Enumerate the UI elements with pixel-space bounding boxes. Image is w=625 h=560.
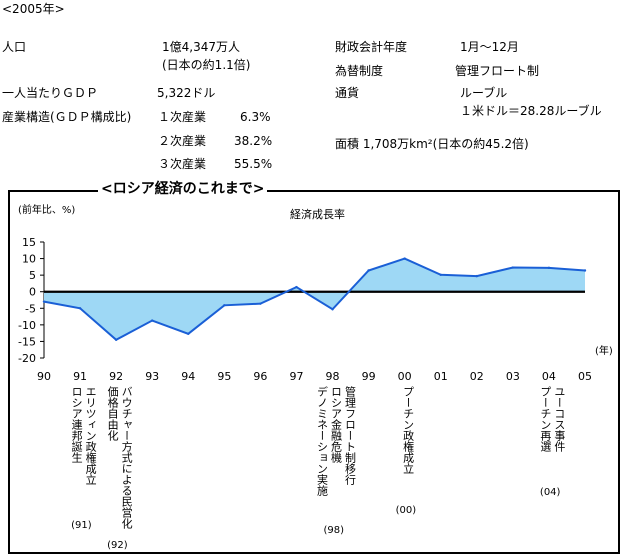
event-year: (92) bbox=[107, 540, 128, 551]
y-tick-label: -20 bbox=[18, 352, 36, 365]
event-year: (91) bbox=[71, 520, 92, 531]
data-point bbox=[403, 257, 406, 260]
data-point bbox=[367, 269, 370, 272]
event-text: プーチン再選 bbox=[538, 386, 552, 452]
chart-title: 経済成長率 bbox=[290, 207, 345, 221]
currency-value: ルーブル bbox=[460, 86, 508, 100]
population-compare: (日本の約1.1倍) bbox=[162, 58, 251, 72]
sector-name: １次産業 bbox=[158, 110, 207, 124]
data-point bbox=[42, 300, 46, 303]
y-tick-label: 15 bbox=[22, 236, 36, 249]
sector-value: 38.2% bbox=[234, 134, 273, 148]
data-point bbox=[295, 285, 298, 289]
x-tick-label: 00 bbox=[398, 370, 412, 383]
data-point bbox=[547, 266, 551, 270]
data-point bbox=[187, 332, 190, 336]
event-text: ユーコス事件 bbox=[552, 386, 566, 452]
y-tick-label: -15 bbox=[18, 335, 36, 348]
y-tick-label: 0 bbox=[29, 286, 36, 299]
y-tick-label: 5 bbox=[29, 269, 36, 282]
sector-value: 6.3% bbox=[240, 110, 271, 124]
data-point bbox=[583, 269, 587, 272]
data-point bbox=[511, 266, 515, 269]
event-text: 価格自由化 bbox=[106, 386, 120, 441]
data-point bbox=[475, 274, 478, 278]
sector-value: 55.5% bbox=[234, 157, 273, 171]
data-point bbox=[78, 307, 82, 310]
event-text: プーチン政権成立 bbox=[401, 386, 415, 474]
event-year: (04) bbox=[539, 487, 561, 498]
x-tick-label: 98 bbox=[326, 370, 340, 383]
event-text: ロシア連邦誕生 bbox=[70, 386, 84, 463]
data-point bbox=[259, 302, 262, 305]
x-tick-label: 05 bbox=[578, 370, 592, 383]
gdp-per-capita-value: 5,322ドル bbox=[157, 86, 216, 100]
event-text: ロシア金融危機 bbox=[329, 386, 343, 463]
event-text: エリツィン政権成立 bbox=[84, 386, 98, 485]
currency-label: 通貨 bbox=[335, 86, 360, 100]
x-tick-label: 95 bbox=[217, 370, 231, 383]
population-value: 1億4,347万人 bbox=[162, 40, 240, 54]
section-title: <ロシア経済のこれまで> bbox=[98, 180, 268, 198]
fx-label: 為替制度 bbox=[335, 64, 384, 78]
plot-area bbox=[42, 257, 587, 341]
x-tick-label: 92 bbox=[109, 370, 123, 383]
x-tick-label: 04 bbox=[542, 370, 556, 383]
year-note: <2005年> bbox=[2, 2, 65, 16]
x-tick-label: 94 bbox=[181, 370, 195, 383]
gdp-per-capita-label: 一人当たりＧＤＰ bbox=[2, 86, 99, 100]
x-tick-label: 01 bbox=[434, 370, 448, 383]
y-axis-ticks: 15 10 5 0 -5 -10 -15 -20 bbox=[18, 236, 45, 365]
event-year: (98) bbox=[323, 525, 345, 536]
data-point bbox=[331, 308, 334, 311]
y-tick-label: -10 bbox=[18, 319, 36, 332]
population-label: 人口 bbox=[2, 40, 27, 54]
y-axis-label: (前年比、%) bbox=[18, 203, 75, 216]
x-tick-label: 96 bbox=[253, 370, 267, 383]
y-tick-label: -5 bbox=[25, 302, 36, 315]
x-tick-label: 02 bbox=[470, 370, 484, 383]
x-tick-label: 97 bbox=[289, 370, 303, 383]
x-tick-label: 03 bbox=[506, 370, 520, 383]
event-text: 管理フロート制移行 bbox=[343, 386, 357, 485]
fx-value: 管理フロート制 bbox=[455, 64, 540, 78]
chart-frame bbox=[8, 190, 620, 554]
sector-name: ２次産業 bbox=[158, 134, 207, 148]
x-axis-ticks: 90 91 92 93 94 95 96 97 98 99 00 01 02 03 04 05 bbox=[37, 370, 592, 383]
y-tick-label: 10 bbox=[22, 253, 36, 266]
fiscal-label: 財政会計年度 bbox=[335, 40, 408, 54]
x-tick-label: 90 bbox=[37, 370, 51, 383]
growth-area-fill bbox=[44, 258, 585, 340]
currency-rate: １米ドル＝28.28ルーブル bbox=[460, 104, 602, 118]
sector-name: ３次産業 bbox=[158, 157, 207, 171]
data-point bbox=[223, 304, 226, 307]
data-point bbox=[114, 338, 118, 341]
structure-label: 産業構造(ＧＤＰ構成比) bbox=[2, 110, 132, 124]
area-text: 面積 1,708万km²(日本の約45.2倍) bbox=[335, 137, 529, 151]
x-tick-label: 91 bbox=[73, 370, 87, 383]
fiscal-value: 1月～12月 bbox=[460, 40, 519, 54]
x-tick-label: 93 bbox=[145, 370, 159, 383]
data-point bbox=[439, 273, 442, 277]
growth-line bbox=[43, 257, 586, 341]
event-text: バウチャー方式による民営化 bbox=[120, 386, 134, 529]
event-text: デノミネーション実施 bbox=[315, 386, 329, 496]
data-point bbox=[151, 319, 154, 322]
x-axis-label: (年) bbox=[595, 344, 613, 357]
event-year: (00) bbox=[395, 505, 417, 516]
x-tick-label: 99 bbox=[362, 370, 376, 383]
